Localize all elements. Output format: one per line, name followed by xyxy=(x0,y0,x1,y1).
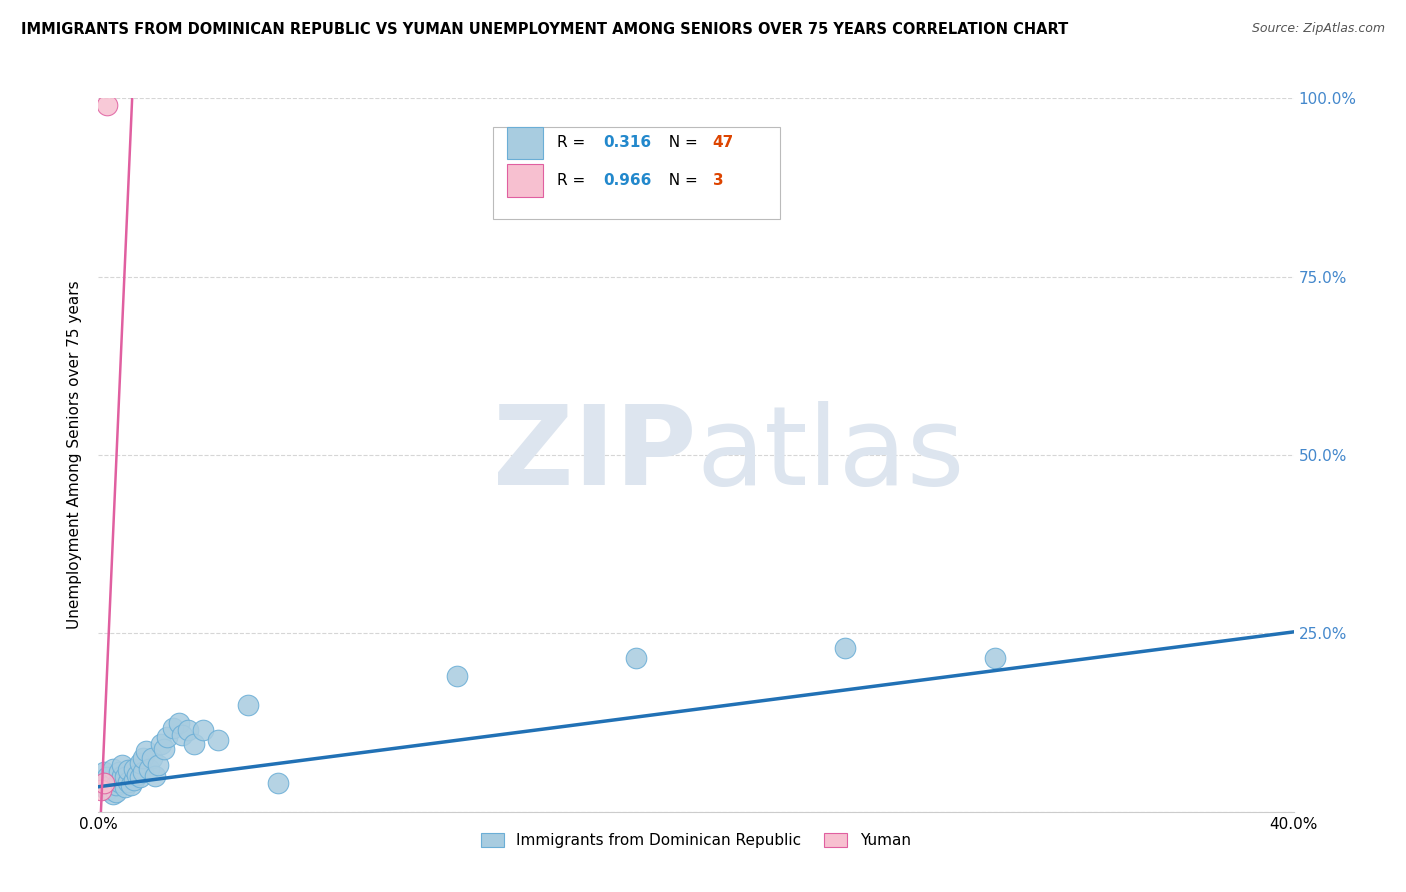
Immigrants from Dominican Republic xyxy=(124,762,146,776)
Immigrants from Dominican Republic xyxy=(114,780,136,794)
Text: 0.966: 0.966 xyxy=(603,173,651,188)
Yuman xyxy=(96,98,118,112)
Immigrants from Dominican Republic xyxy=(148,758,170,772)
Bar xyxy=(508,127,543,159)
Immigrants from Dominican Republic xyxy=(127,767,149,781)
Yuman xyxy=(93,776,115,790)
Immigrants from Dominican Republic xyxy=(105,785,128,799)
Text: IMMIGRANTS FROM DOMINICAN REPUBLIC VS YUMAN UNEMPLOYMENT AMONG SENIORS OVER 75 Y: IMMIGRANTS FROM DOMINICAN REPUBLIC VS YU… xyxy=(21,22,1069,37)
Legend: Immigrants from Dominican Republic, Yuman: Immigrants from Dominican Republic, Yuma… xyxy=(475,827,917,854)
Immigrants from Dominican Republic xyxy=(207,733,229,747)
Immigrants from Dominican Republic xyxy=(177,723,200,737)
Text: Source: ZipAtlas.com: Source: ZipAtlas.com xyxy=(1251,22,1385,36)
Immigrants from Dominican Republic xyxy=(984,651,1007,665)
Text: 0.316: 0.316 xyxy=(603,135,651,150)
Immigrants from Dominican Republic xyxy=(167,715,190,730)
Immigrants from Dominican Republic xyxy=(103,787,125,801)
Immigrants from Dominican Republic xyxy=(117,774,139,789)
Y-axis label: Unemployment Among Seniors over 75 years: Unemployment Among Seniors over 75 years xyxy=(67,281,83,629)
Immigrants from Dominican Republic xyxy=(93,780,115,794)
Immigrants from Dominican Republic xyxy=(90,776,112,790)
Immigrants from Dominican Republic xyxy=(111,769,134,783)
Immigrants from Dominican Republic xyxy=(132,765,155,780)
FancyBboxPatch shape xyxy=(494,127,780,219)
Immigrants from Dominican Republic xyxy=(183,737,205,751)
Immigrants from Dominican Republic xyxy=(98,778,122,792)
Immigrants from Dominican Republic xyxy=(93,765,115,780)
Text: ZIP: ZIP xyxy=(492,401,696,508)
Text: 3: 3 xyxy=(713,173,723,188)
Text: R =: R = xyxy=(557,135,591,150)
Immigrants from Dominican Republic xyxy=(150,737,173,751)
Immigrants from Dominican Republic xyxy=(108,774,131,789)
Immigrants from Dominican Republic xyxy=(105,778,128,792)
Immigrants from Dominican Republic xyxy=(129,756,152,771)
Immigrants from Dominican Republic xyxy=(96,771,118,785)
Immigrants from Dominican Republic xyxy=(96,783,118,797)
Immigrants from Dominican Republic xyxy=(446,669,468,683)
Immigrants from Dominican Republic xyxy=(267,776,290,790)
Bar xyxy=(508,164,543,196)
Immigrants from Dominican Republic xyxy=(153,742,176,756)
Immigrants from Dominican Republic xyxy=(108,765,131,780)
Immigrants from Dominican Republic xyxy=(191,723,214,737)
Text: R =: R = xyxy=(557,173,591,188)
Immigrants from Dominican Republic xyxy=(162,721,184,735)
Immigrants from Dominican Republic xyxy=(124,772,146,787)
Text: 47: 47 xyxy=(713,135,734,150)
Immigrants from Dominican Republic xyxy=(236,698,259,712)
Text: N =: N = xyxy=(659,173,703,188)
Text: atlas: atlas xyxy=(696,401,965,508)
Immigrants from Dominican Republic xyxy=(135,744,157,758)
Immigrants from Dominican Republic xyxy=(132,751,155,765)
Immigrants from Dominican Republic xyxy=(834,640,856,655)
Immigrants from Dominican Republic xyxy=(141,751,163,765)
Immigrants from Dominican Republic xyxy=(143,769,166,783)
Immigrants from Dominican Republic xyxy=(114,771,136,785)
Immigrants from Dominican Republic xyxy=(117,764,139,778)
Immigrants from Dominican Republic xyxy=(103,762,125,776)
Immigrants from Dominican Republic xyxy=(172,728,194,742)
Immigrants from Dominican Republic xyxy=(138,762,160,776)
Immigrants from Dominican Republic xyxy=(156,730,179,744)
Immigrants from Dominican Republic xyxy=(120,778,142,792)
Immigrants from Dominican Republic xyxy=(129,771,152,785)
Immigrants from Dominican Republic xyxy=(626,651,648,665)
Text: N =: N = xyxy=(659,135,703,150)
Yuman xyxy=(90,783,112,797)
Immigrants from Dominican Republic xyxy=(111,758,134,772)
